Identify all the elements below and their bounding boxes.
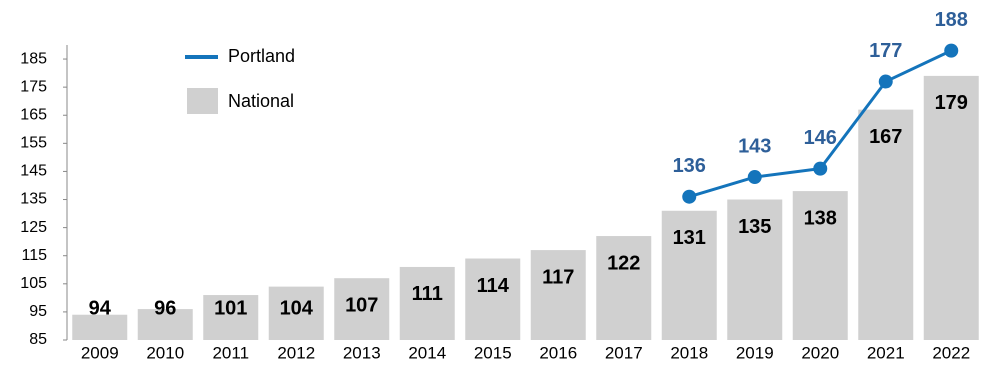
- bar: [72, 314, 128, 340]
- bar-label: 117: [542, 266, 574, 288]
- legend-label: Portland: [228, 46, 295, 66]
- bar: [137, 309, 193, 340]
- bar: [596, 236, 652, 340]
- bar-label: 114: [477, 275, 510, 297]
- point: [944, 43, 959, 58]
- y-tick-label: 85: [29, 331, 47, 348]
- y-tick-label: 175: [20, 78, 47, 95]
- x-tick-label: 2022: [932, 343, 970, 362]
- legend-label: National: [228, 91, 294, 111]
- bar-label: 135: [738, 216, 771, 238]
- bar-label: 107: [345, 294, 378, 316]
- bar-label: 122: [607, 252, 640, 274]
- y-tick-label: 115: [21, 247, 47, 264]
- x-tick-label: 2017: [605, 343, 643, 362]
- bar-label: 96: [154, 297, 176, 319]
- bar: [923, 75, 979, 341]
- point: [682, 189, 697, 204]
- y-tick-label: 105: [20, 275, 47, 292]
- bar: [334, 278, 390, 340]
- point: [878, 74, 893, 89]
- y-tick-label: 145: [20, 163, 47, 180]
- x-tick-label: 2020: [801, 343, 839, 362]
- y-tick-label: 165: [20, 106, 47, 123]
- point: [747, 170, 762, 185]
- x-tick-label: 2010: [146, 343, 184, 362]
- x-tick-label: 2011: [212, 343, 249, 362]
- y-tick-label: 95: [29, 303, 47, 320]
- x-tick-label: 2021: [867, 343, 905, 362]
- bar: [399, 266, 455, 340]
- bar-label: 138: [804, 207, 837, 229]
- point-label: 177: [869, 40, 902, 62]
- bar: [792, 191, 848, 340]
- x-tick-label: 2013: [343, 343, 381, 362]
- x-tick-label: 2009: [81, 343, 119, 362]
- y-tick-label: 155: [20, 135, 47, 152]
- bar: [727, 199, 783, 340]
- x-tick-label: 2018: [670, 343, 708, 362]
- point-label: 143: [738, 135, 771, 157]
- bar-label: 94: [89, 297, 112, 319]
- point-label: 188: [935, 9, 968, 31]
- x-tick-label: 2015: [474, 343, 512, 362]
- bar-label: 111: [412, 283, 443, 305]
- bar-label: 101: [214, 297, 247, 319]
- bar: [530, 250, 586, 340]
- bar: [268, 286, 324, 340]
- y-tick-label: 135: [20, 191, 47, 208]
- y-tick-label: 125: [20, 219, 47, 236]
- bar-label: 167: [869, 126, 902, 148]
- legend-swatch: [187, 88, 218, 114]
- point: [813, 161, 828, 176]
- y-tick-label: 185: [20, 50, 47, 67]
- bar: [203, 295, 259, 340]
- x-tick-label: 2014: [408, 343, 446, 362]
- bar: [465, 258, 521, 340]
- bar: [858, 109, 914, 340]
- x-tick-label: 2016: [539, 343, 577, 362]
- point-label: 136: [673, 155, 706, 177]
- x-tick-label: 2019: [736, 343, 774, 362]
- bar: [661, 210, 717, 340]
- bar-label: 104: [280, 297, 314, 319]
- x-tick-label: 2012: [277, 343, 315, 362]
- point-label: 146: [804, 127, 837, 149]
- bar-label: 179: [935, 92, 968, 114]
- bar-label: 131: [673, 227, 706, 249]
